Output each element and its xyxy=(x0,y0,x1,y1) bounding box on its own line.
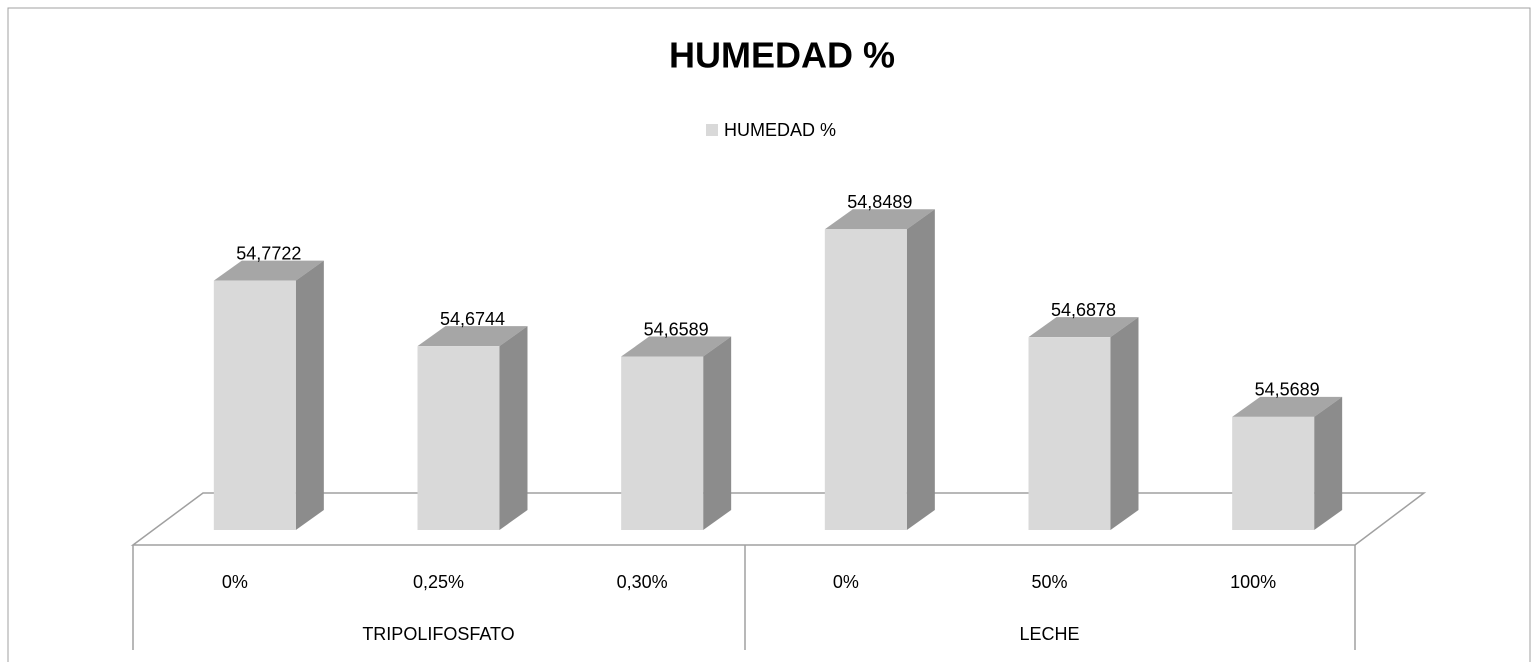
bar-side xyxy=(1314,396,1343,530)
bar-top xyxy=(213,260,324,281)
bar-side xyxy=(1110,317,1139,530)
group-label: LECHE xyxy=(1019,624,1079,644)
x-tick-label: 0,30% xyxy=(617,572,668,592)
bar xyxy=(417,346,500,530)
bar-side xyxy=(499,326,528,530)
data-label: 54,6878 xyxy=(1051,300,1116,320)
data-label: 54,7722 xyxy=(236,243,301,263)
x-tick-label: 0% xyxy=(222,572,248,592)
bar xyxy=(1028,337,1111,530)
bar xyxy=(824,229,907,530)
x-tick-label: 100% xyxy=(1230,572,1276,592)
bar-top xyxy=(417,326,528,347)
bar-side xyxy=(295,260,324,530)
floor xyxy=(130,492,1427,546)
bar-top xyxy=(621,336,732,357)
bar xyxy=(213,280,296,530)
chart-title: HUMEDAD % xyxy=(669,35,895,76)
group-label: TRIPOLIFOSFATO xyxy=(362,624,514,644)
x-tick-label: 50% xyxy=(1031,572,1067,592)
data-label: 54,6589 xyxy=(644,319,709,339)
bar-top xyxy=(1028,317,1139,338)
bar xyxy=(621,356,704,530)
legend-swatch xyxy=(706,124,718,136)
x-tick-label: 0% xyxy=(833,572,859,592)
data-label: 54,8489 xyxy=(847,192,912,212)
data-label: 54,5689 xyxy=(1255,380,1320,400)
bar-top xyxy=(824,209,935,230)
bar-side xyxy=(703,336,732,530)
bar-side xyxy=(906,209,935,530)
x-tick-label: 0,25% xyxy=(413,572,464,592)
data-label: 54,6744 xyxy=(440,309,505,329)
bar xyxy=(1232,416,1315,530)
legend-label: HUMEDAD % xyxy=(724,120,836,140)
bar-top xyxy=(1232,396,1343,417)
